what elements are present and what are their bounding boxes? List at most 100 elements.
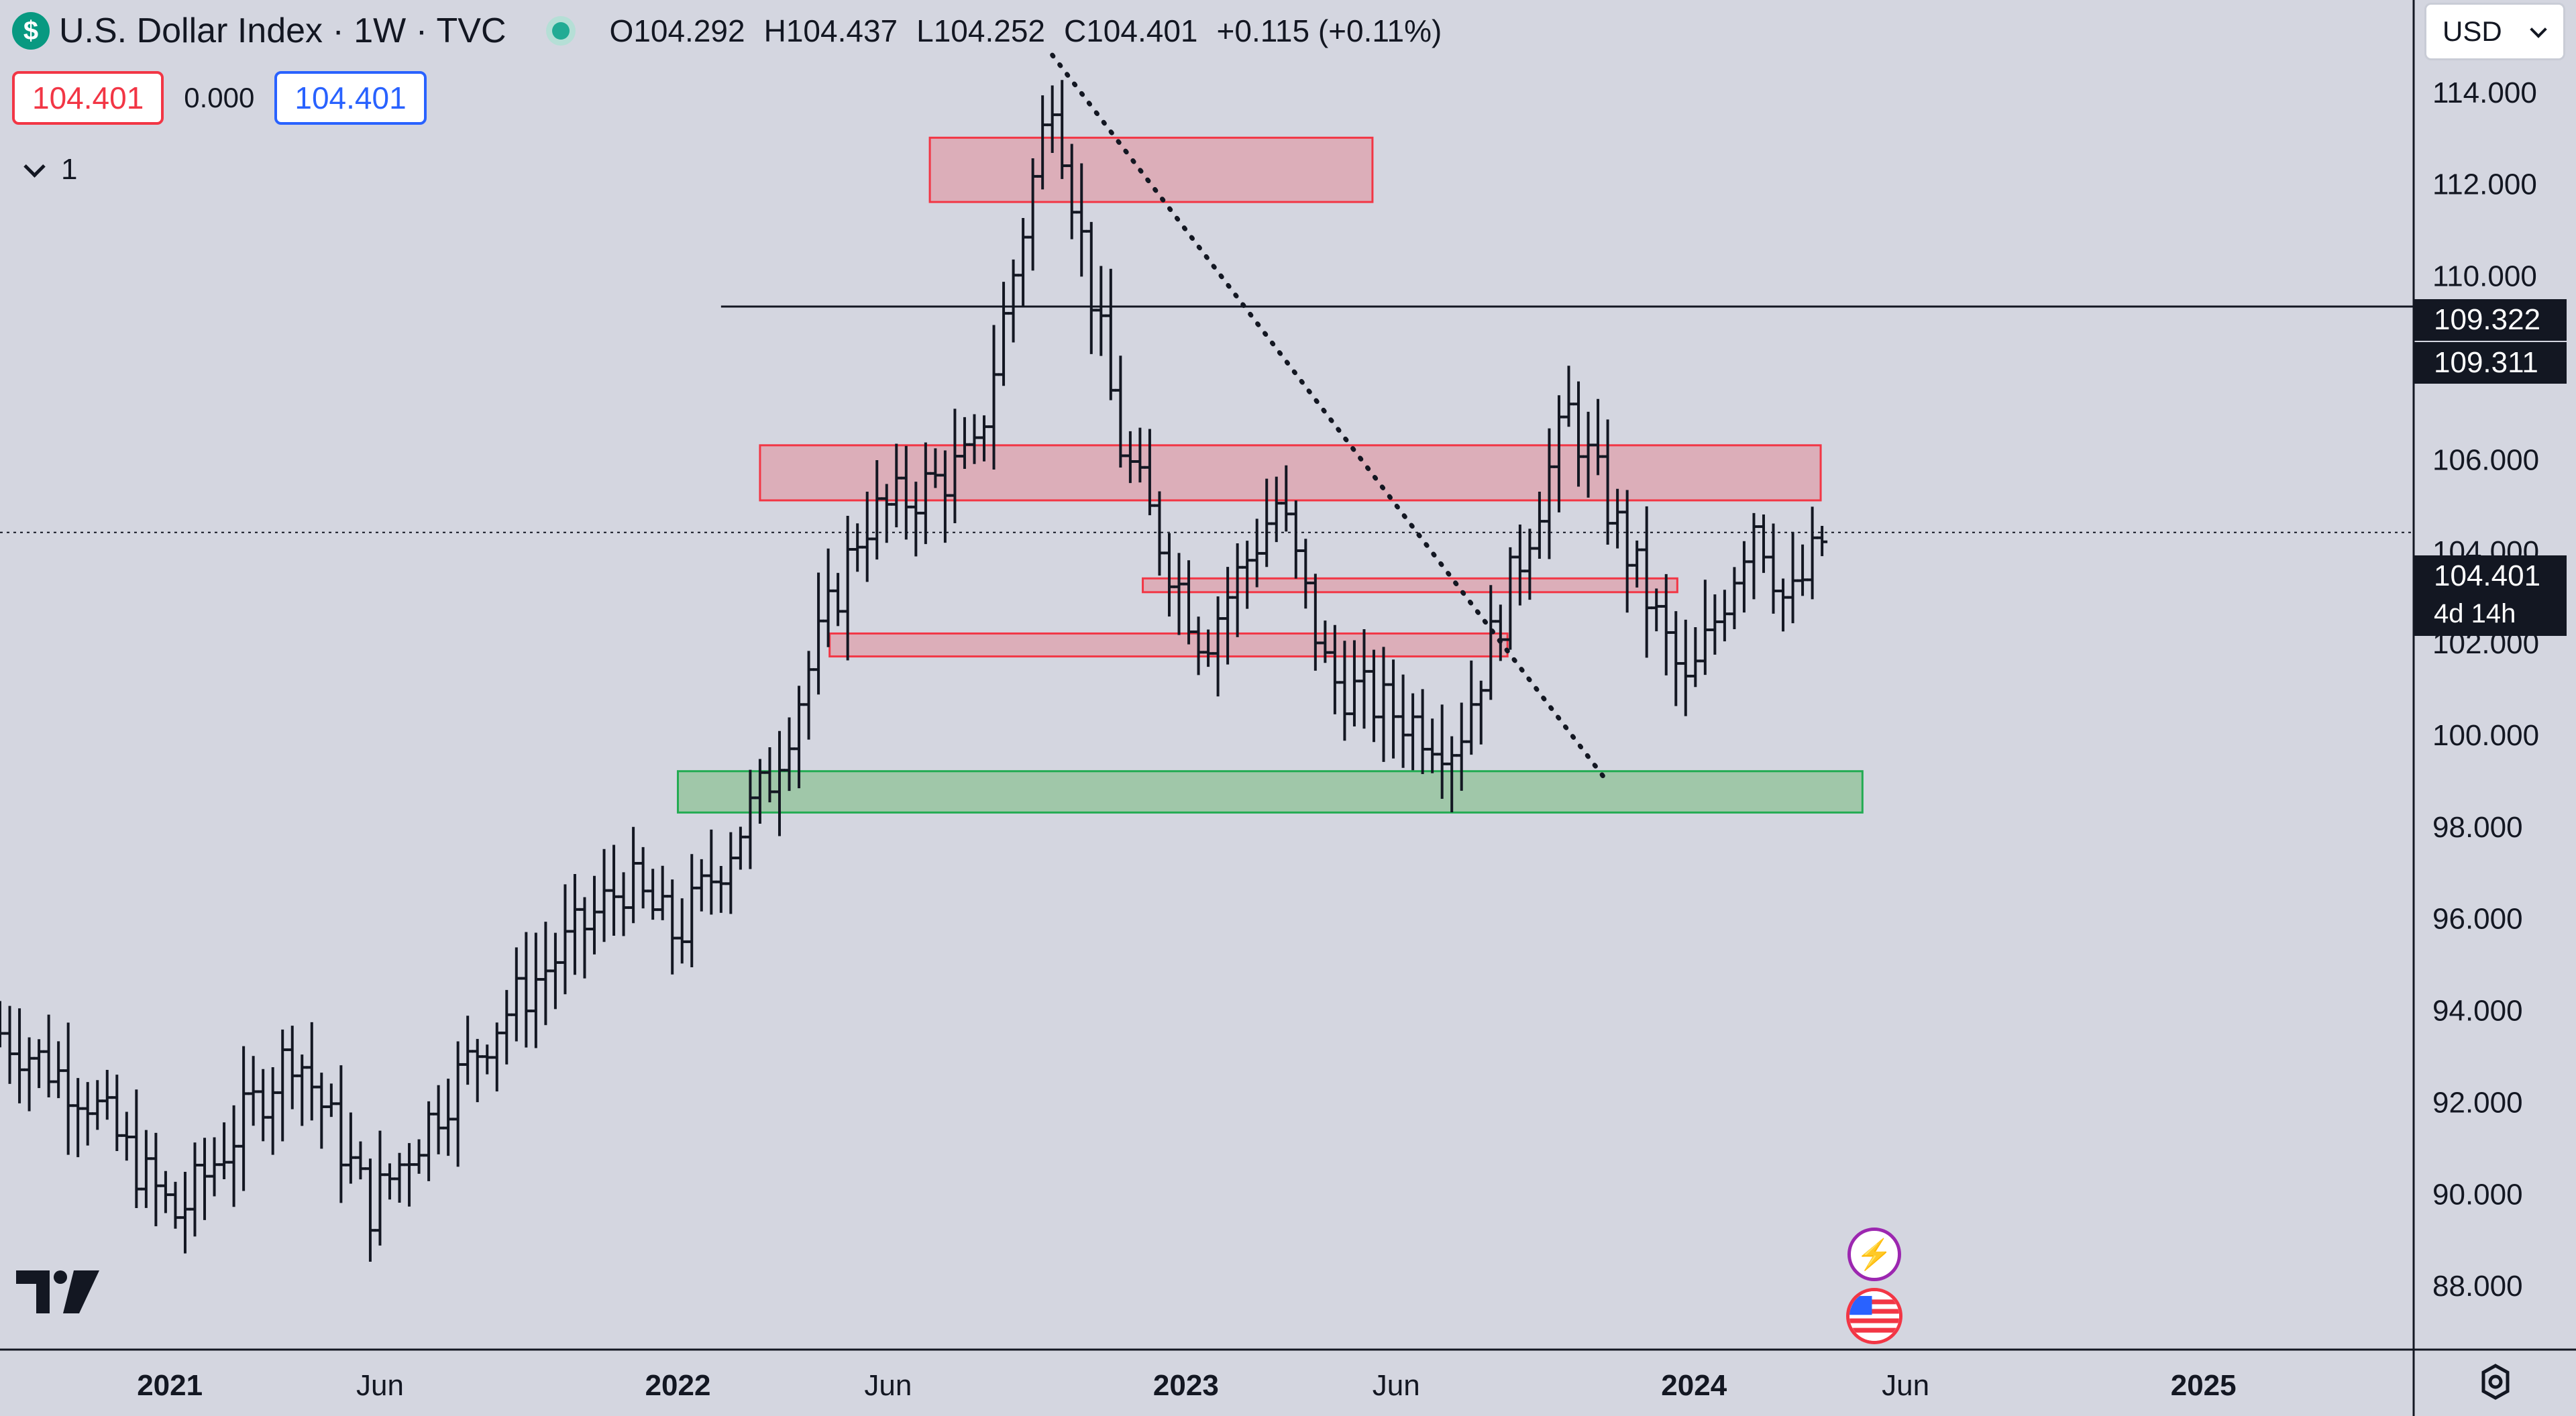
ohlc-bar: [462, 1016, 474, 1085]
ohlc-bar: [715, 866, 727, 913]
ohlc-bar: [62, 1022, 74, 1155]
ohlc-bar: [735, 826, 746, 870]
y-tick-label: 98.000: [2432, 811, 2523, 844]
ohlc-bar: [1018, 217, 1029, 307]
ohlc-bar: [23, 1037, 35, 1111]
price-tag-current: 104.401 4d 14h: [2414, 555, 2567, 636]
ohlc-bar: [316, 1073, 327, 1149]
chevron-down-icon: [2530, 21, 2547, 38]
ohlc-bar: [1690, 627, 1701, 688]
ohlc-bar: [598, 849, 610, 942]
ohlc-bar: [803, 651, 814, 740]
ohlc-bar: [238, 1046, 250, 1191]
ohlc-bar: [647, 869, 659, 920]
ohlc-bar: [121, 1111, 132, 1161]
ohlc-bar: [706, 829, 717, 915]
ohlc-bar: [696, 859, 707, 912]
sell-button[interactable]: 104.401: [12, 71, 164, 125]
tradingview-logo-icon[interactable]: [16, 1266, 103, 1316]
ohlc-bar: [998, 282, 1010, 386]
ohlc-bar: [1651, 588, 1662, 632]
chevron-down-icon: [23, 155, 46, 178]
ohlc-bar: [1368, 649, 1379, 743]
ohlc-close: C104.401: [1063, 13, 1198, 48]
settings-gear-icon[interactable]: [2475, 1362, 2516, 1402]
ohlc-bar: [822, 548, 834, 647]
ohlc-bar: [72, 1078, 84, 1158]
ohlc-bar: [433, 1085, 444, 1154]
x-tick-label: Jun: [356, 1369, 404, 1402]
ohlc-bar: [4, 1005, 15, 1084]
y-tick-label: 112.000: [2432, 168, 2537, 201]
ohlc-open: O104.292: [609, 13, 745, 48]
ohlc-bar: [1095, 266, 1107, 356]
ohlc-bar: [248, 1056, 259, 1126]
ohlc-bar: [667, 879, 678, 975]
indicators-count: 1: [61, 153, 78, 186]
ohlc-bar: [491, 1022, 502, 1092]
ohlc-bar: [297, 1054, 308, 1126]
ohlc-bar: [209, 1137, 220, 1197]
ohlc-bar: [1719, 590, 1730, 642]
ohlc-bar: [725, 832, 737, 914]
ohlc-bar: [1670, 611, 1682, 706]
currency-select[interactable]: USD: [2424, 3, 2565, 60]
y-tick-label: 96.000: [2432, 903, 2523, 936]
y-tick-label: 106.000: [2432, 443, 2539, 476]
ohlc-bar: [1768, 523, 1779, 614]
ohlc-bar: [345, 1112, 356, 1184]
dollar-sign-icon[interactable]: $: [12, 12, 50, 50]
ohlc-bar: [267, 1067, 278, 1155]
ohlc-bar: [219, 1122, 230, 1180]
ohlc-bar: [160, 1170, 171, 1213]
ohlc-bar: [1738, 541, 1750, 613]
ohlc-bar: [14, 1008, 25, 1103]
ohlc-bar: [1417, 689, 1428, 775]
price-tag-line-low: 109.311: [2414, 342, 2567, 384]
ohlc-bar: [1817, 525, 1828, 557]
ohlc-bar: [1758, 514, 1769, 574]
lightning-icon[interactable]: ⚡: [1847, 1228, 1901, 1281]
ohlc-bar: [1797, 544, 1809, 596]
ohlc-bar: [530, 932, 541, 1048]
price-tag-line-high: 109.322: [2414, 299, 2567, 341]
ohlc-bar: [1534, 491, 1545, 559]
x-tick-label: 2025: [2171, 1369, 2237, 1402]
ohlc-bar: [1183, 560, 1195, 645]
ohlc-bar: [472, 1038, 483, 1103]
ohlc-bar: [0, 1001, 5, 1048]
x-tick-label: 2024: [1661, 1369, 1727, 1402]
demand-zone-4: [677, 770, 1864, 814]
buy-button[interactable]: 104.401: [274, 71, 427, 125]
y-tick-label: 88.000: [2432, 1270, 2523, 1303]
ohlc-bar: [43, 1014, 54, 1098]
x-tick-label: Jun: [864, 1369, 912, 1402]
y-tick-label: 110.000: [2432, 260, 2537, 293]
ohlc-bar: [521, 932, 532, 1048]
ohlc-bar: [1407, 693, 1419, 771]
ohlc-bar: [1242, 541, 1253, 609]
symbol-title[interactable]: U.S. Dollar Index · 1W · TVC: [59, 11, 506, 50]
ohlc-bar: [569, 874, 580, 975]
ohlc-bar: [511, 947, 522, 1042]
ohlc-bar: [170, 1181, 181, 1229]
ohlc-bar: [1514, 524, 1525, 606]
us-flag-icon[interactable]: [1846, 1288, 1902, 1344]
supply-zone-3: [828, 632, 1509, 658]
ohlc-bar: [228, 1105, 239, 1207]
ohlc-bar: [1466, 660, 1477, 755]
ohlc-bar: [833, 573, 844, 627]
ohlc-bar: [540, 922, 551, 1026]
current-price-value: 104.401: [2434, 559, 2541, 592]
ohlc-bar: [608, 845, 620, 936]
ohlc-bar: [404, 1143, 415, 1207]
x-tick-label: 2021: [137, 1369, 203, 1402]
bar-countdown: 4d 14h: [2434, 599, 2516, 629]
ohlc-bar: [258, 1069, 269, 1142]
y-tick-label: 92.000: [2432, 1086, 2523, 1119]
indicators-toggle[interactable]: 1: [23, 153, 78, 186]
ohlc-bar: [559, 884, 571, 995]
ohlc-bar: [1388, 659, 1399, 759]
ohlc-bar: [140, 1130, 152, 1208]
